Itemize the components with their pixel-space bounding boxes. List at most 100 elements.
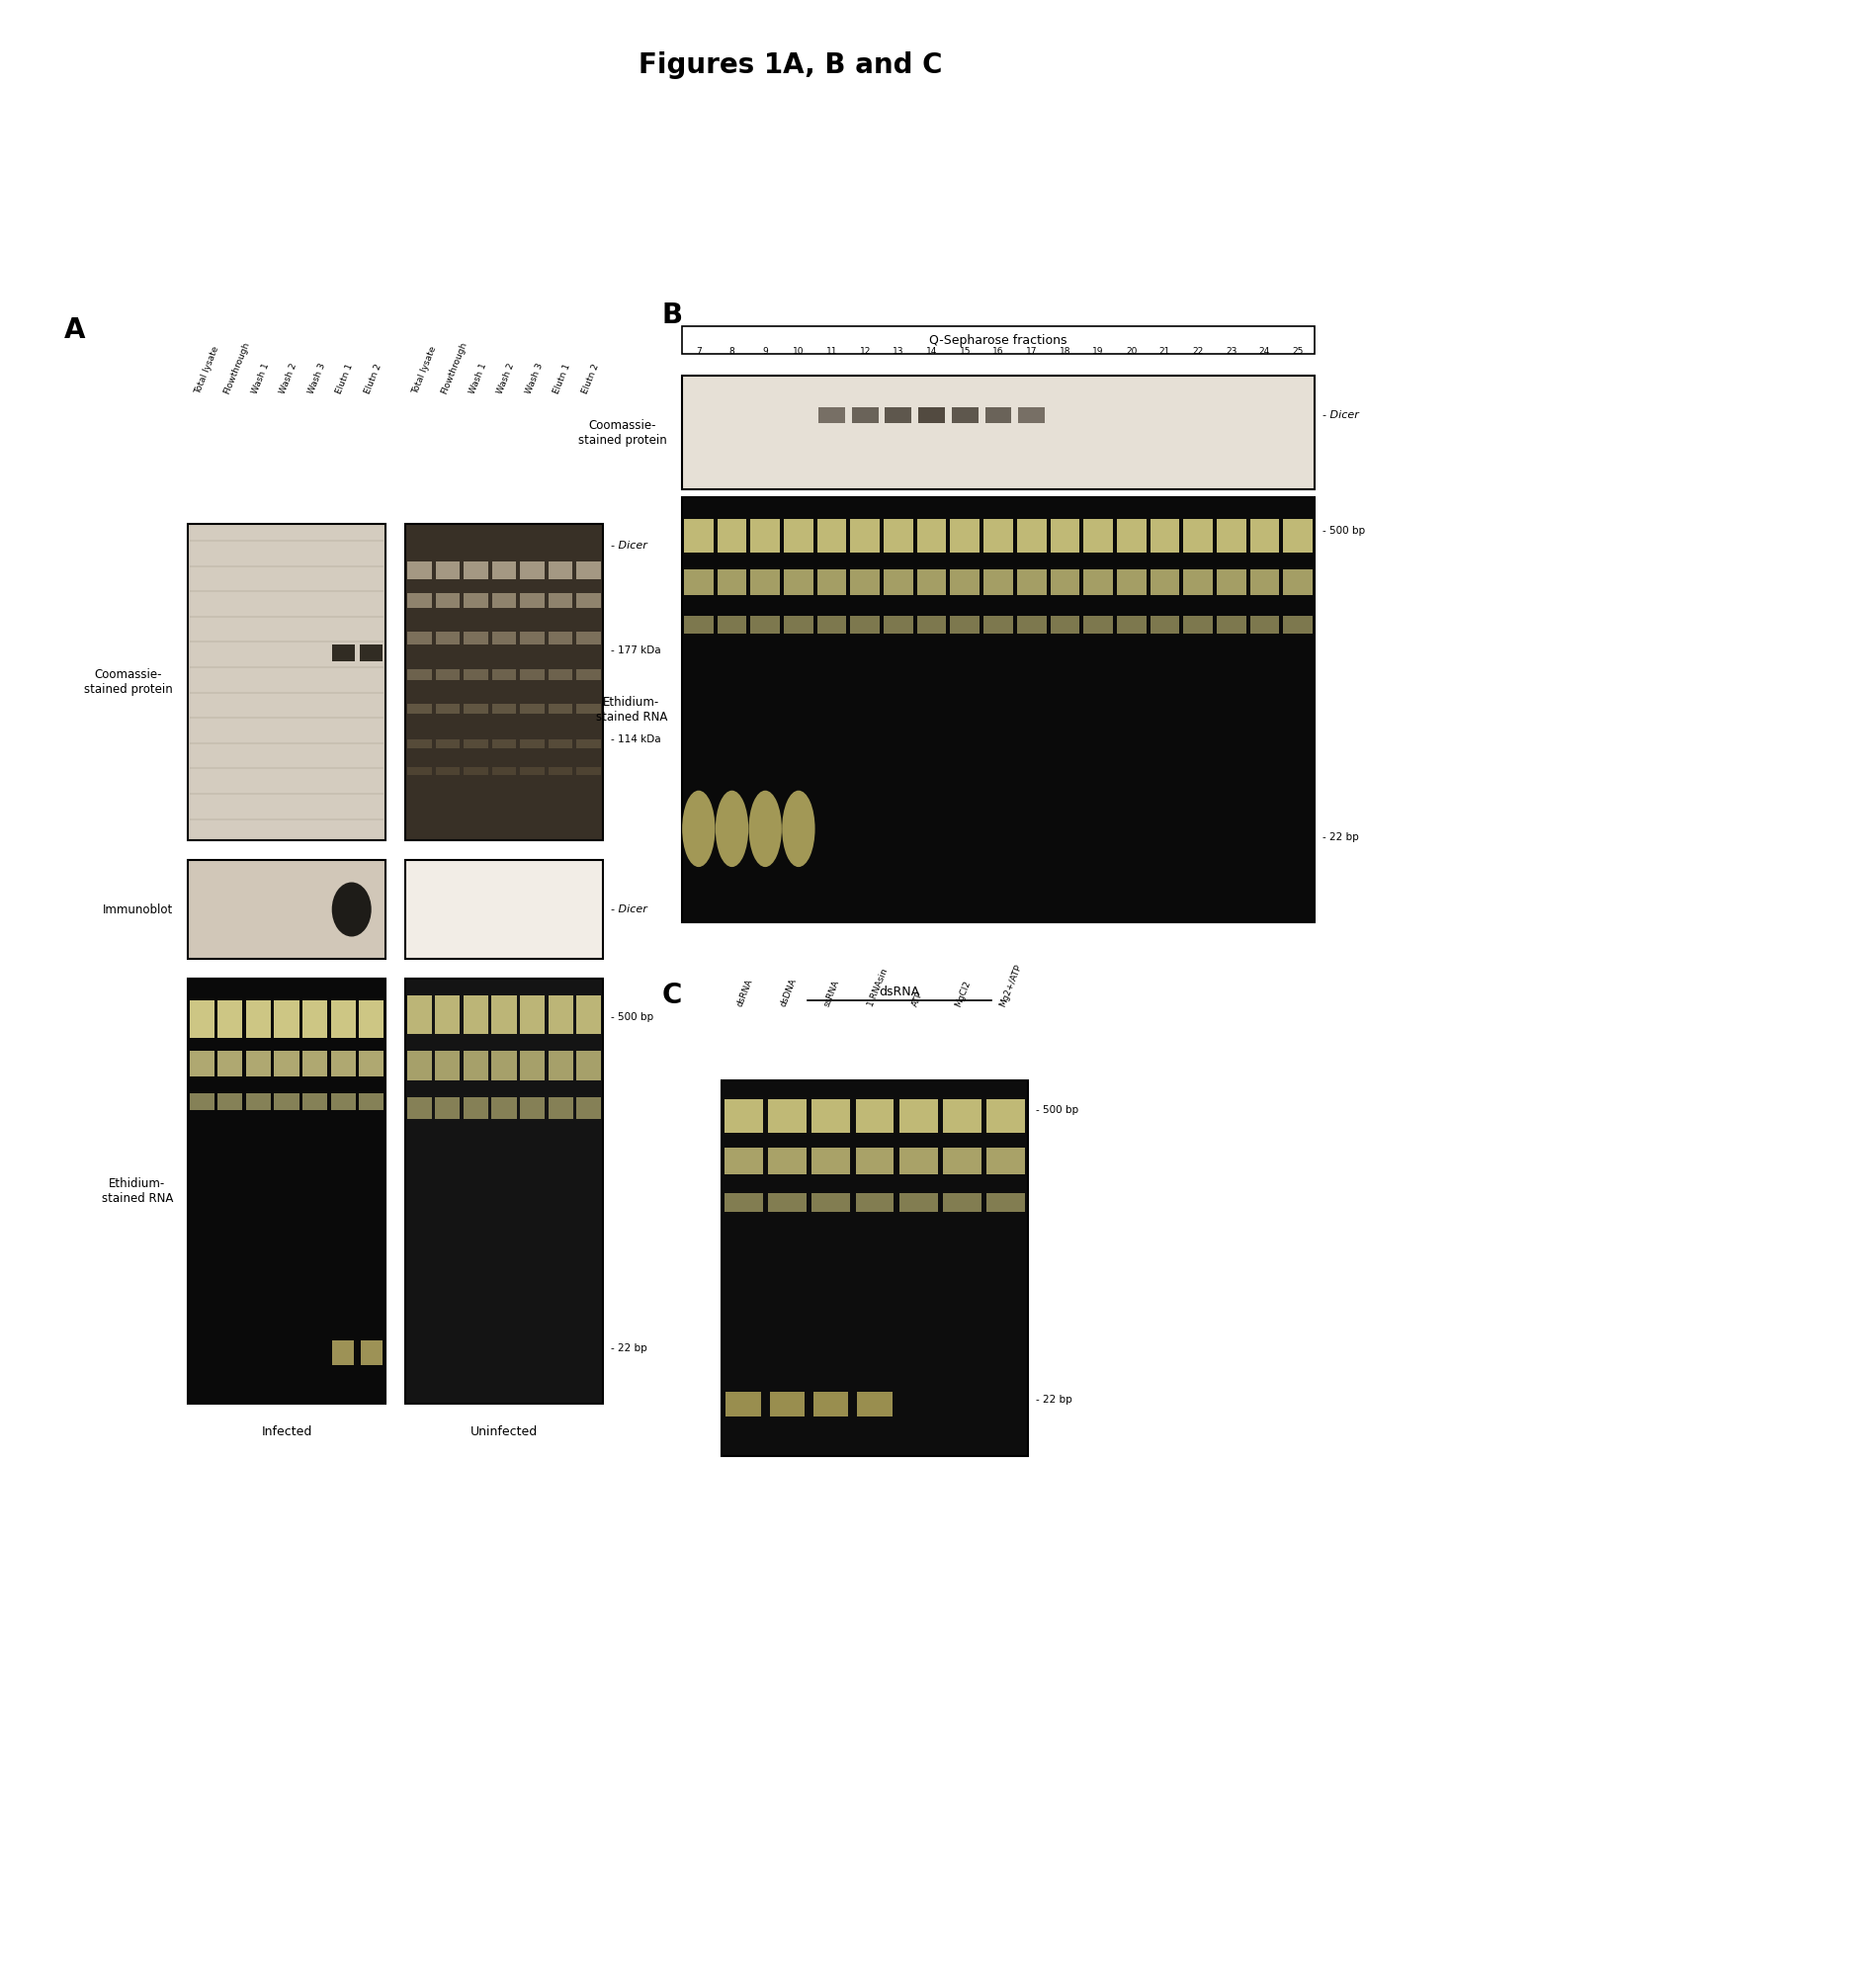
Text: Total lysate: Total lysate xyxy=(193,345,221,395)
Text: - Dicer: - Dicer xyxy=(612,541,647,551)
Text: 15: 15 xyxy=(959,347,970,355)
Bar xyxy=(358,1050,385,1076)
Text: - 177 kDa: - 177 kDa xyxy=(612,645,660,655)
Text: Coomassie-
stained protein: Coomassie- stained protein xyxy=(578,418,668,446)
Bar xyxy=(717,616,747,634)
Bar xyxy=(1116,569,1146,594)
Bar xyxy=(405,523,602,841)
Bar xyxy=(1019,407,1045,422)
Bar xyxy=(548,594,572,608)
Text: dsDNA: dsDNA xyxy=(779,977,799,1009)
Bar xyxy=(358,1001,385,1038)
Text: Coomassie-
stained protein: Coomassie- stained protein xyxy=(84,669,173,697)
Text: - 114 kDa: - 114 kDa xyxy=(612,734,660,744)
Text: 18: 18 xyxy=(1060,347,1071,355)
Bar xyxy=(717,519,747,553)
Bar xyxy=(463,1050,488,1080)
Bar xyxy=(750,519,780,553)
Bar xyxy=(218,1001,242,1038)
Bar xyxy=(784,519,812,553)
Bar xyxy=(983,569,1013,594)
Text: 17: 17 xyxy=(1026,347,1037,355)
Text: 1 RNAsin: 1 RNAsin xyxy=(867,967,889,1009)
Bar xyxy=(724,1192,764,1212)
Bar xyxy=(188,861,385,959)
Bar xyxy=(520,563,544,578)
Bar xyxy=(987,1192,1026,1212)
Text: Wash 3: Wash 3 xyxy=(306,361,326,395)
Bar xyxy=(884,616,914,634)
Bar xyxy=(520,768,544,776)
Bar xyxy=(492,669,516,681)
Bar xyxy=(492,563,516,578)
Text: C: C xyxy=(662,981,683,1009)
Bar xyxy=(463,705,488,715)
Bar xyxy=(435,1050,460,1080)
Bar xyxy=(407,594,431,608)
Bar xyxy=(917,519,946,553)
Bar xyxy=(1051,519,1079,553)
Bar xyxy=(218,1050,242,1076)
Bar xyxy=(407,995,431,1034)
Bar xyxy=(767,1149,807,1175)
Bar xyxy=(302,1094,326,1109)
Text: 12: 12 xyxy=(859,347,870,355)
Bar xyxy=(919,407,946,422)
Bar xyxy=(1218,569,1246,594)
Bar xyxy=(722,1080,1028,1457)
Text: 24: 24 xyxy=(1259,347,1270,355)
Bar xyxy=(683,375,1315,490)
Bar xyxy=(1218,519,1246,553)
Bar xyxy=(520,594,544,608)
Bar xyxy=(812,1192,850,1212)
Bar xyxy=(855,1149,895,1175)
Bar xyxy=(685,569,713,594)
Bar xyxy=(435,563,460,578)
Bar xyxy=(818,519,846,553)
Bar xyxy=(987,1149,1026,1175)
Text: - 22 bp: - 22 bp xyxy=(1323,833,1358,843)
Text: Flowthrough: Flowthrough xyxy=(439,340,469,395)
Bar xyxy=(463,669,488,681)
Ellipse shape xyxy=(332,882,371,936)
Bar xyxy=(548,1098,572,1119)
Bar xyxy=(983,616,1013,634)
Bar xyxy=(750,616,780,634)
Bar xyxy=(1249,519,1279,553)
Text: Q-Sepharose fractions: Q-Sepharose fractions xyxy=(929,334,1067,347)
Bar xyxy=(1184,616,1212,634)
Text: Ethidium-
stained RNA: Ethidium- stained RNA xyxy=(597,697,668,724)
Bar xyxy=(885,407,912,422)
Bar xyxy=(548,669,572,681)
Bar xyxy=(1051,569,1079,594)
Bar xyxy=(435,669,460,681)
Text: 16: 16 xyxy=(992,347,1004,355)
Bar xyxy=(1017,616,1047,634)
Bar xyxy=(951,569,979,594)
Text: - Dicer: - Dicer xyxy=(612,904,647,914)
Text: Elutn 1: Elutn 1 xyxy=(336,363,355,395)
Bar xyxy=(726,1392,762,1417)
Bar xyxy=(407,768,431,776)
Bar xyxy=(407,632,431,644)
Bar xyxy=(818,616,846,634)
Bar xyxy=(407,1050,431,1080)
Bar xyxy=(812,1149,850,1175)
Bar xyxy=(1283,569,1313,594)
Bar xyxy=(358,1094,385,1109)
Text: - 500 bp: - 500 bp xyxy=(1323,527,1366,537)
Bar xyxy=(274,1001,298,1038)
Bar xyxy=(492,594,516,608)
Bar xyxy=(576,768,600,776)
Bar xyxy=(548,738,572,748)
Bar xyxy=(188,979,385,1404)
Bar xyxy=(463,594,488,608)
Text: - 22 bp: - 22 bp xyxy=(1036,1396,1073,1405)
Text: 25: 25 xyxy=(1293,347,1304,355)
Text: Ethidium-
stained RNA: Ethidium- stained RNA xyxy=(101,1177,173,1204)
Bar xyxy=(548,705,572,715)
Bar xyxy=(520,738,544,748)
Bar xyxy=(683,326,1315,353)
Bar xyxy=(767,1192,807,1212)
Bar xyxy=(818,407,846,422)
